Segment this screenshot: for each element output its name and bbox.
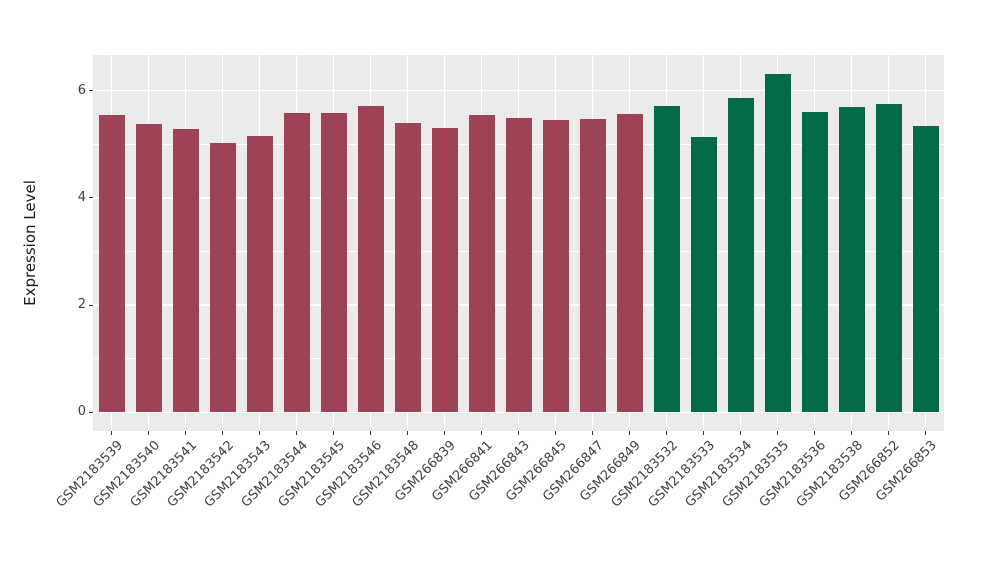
y-tick-mark — [88, 90, 93, 92]
y-tick-mark — [88, 304, 93, 306]
bar-GSM2183548 — [394, 123, 421, 413]
bar-GSM266843 — [505, 118, 532, 413]
x-tick-mark — [776, 431, 779, 435]
x-tick-mark — [813, 431, 816, 435]
bar-GSM2183543 — [246, 136, 273, 413]
bar-GSM266849 — [616, 113, 643, 413]
bar-GSM2183534 — [727, 98, 754, 413]
bar-GSM2183532 — [653, 106, 680, 413]
x-tick-mark — [554, 431, 557, 435]
y-tick-mark — [88, 411, 93, 413]
bar-GSM2183538 — [838, 106, 865, 413]
bar-GSM2183539 — [98, 114, 125, 413]
x-tick-mark — [517, 431, 520, 435]
bar-GSM2183535 — [764, 74, 791, 413]
bar-GSM266853 — [912, 125, 939, 413]
x-tick-mark — [258, 431, 261, 435]
x-tick-mark — [591, 431, 594, 435]
x-tick-mark — [332, 431, 335, 435]
x-tick-mark — [850, 431, 853, 435]
x-tick-mark — [665, 431, 668, 435]
x-tick-mark — [221, 431, 224, 435]
bar-GSM2183542 — [209, 142, 236, 413]
y-axis-title: Expression Level — [21, 180, 39, 306]
y-tick-mark — [88, 197, 93, 199]
x-tick-mark — [184, 431, 187, 435]
bar-GSM266841 — [468, 115, 495, 413]
x-tick-mark — [147, 431, 150, 435]
y-tick-label: 2 — [77, 297, 86, 313]
x-tick-mark — [739, 431, 742, 435]
x-tick-mark — [924, 431, 927, 435]
bar-GSM266845 — [542, 120, 569, 413]
x-tick-mark — [110, 431, 113, 435]
bar-GSM266839 — [431, 128, 458, 413]
bar-GSM2183533 — [690, 136, 717, 413]
y-tick-label: 0 — [77, 404, 86, 420]
x-tick-mark — [295, 431, 298, 435]
bar-GSM2183541 — [172, 128, 199, 413]
bar-GSM2183540 — [135, 124, 162, 413]
bar-GSM2183546 — [357, 105, 384, 413]
x-tick-mark — [480, 431, 483, 435]
y-tick-label: 6 — [77, 82, 86, 98]
bar-GSM266852 — [875, 103, 902, 413]
bar-GSM2183536 — [801, 112, 828, 413]
x-tick-mark — [369, 431, 372, 435]
y-tick-label: 4 — [77, 190, 86, 206]
x-tick-mark — [702, 431, 705, 435]
bar-GSM2183545 — [320, 113, 347, 413]
x-tick-mark — [887, 431, 890, 435]
bar-GSM2183544 — [283, 113, 310, 413]
x-tick-mark — [628, 431, 631, 435]
plot-panel — [93, 55, 944, 431]
x-tick-mark — [443, 431, 446, 435]
x-tick-mark — [406, 431, 409, 435]
bar-GSM266847 — [579, 119, 606, 413]
